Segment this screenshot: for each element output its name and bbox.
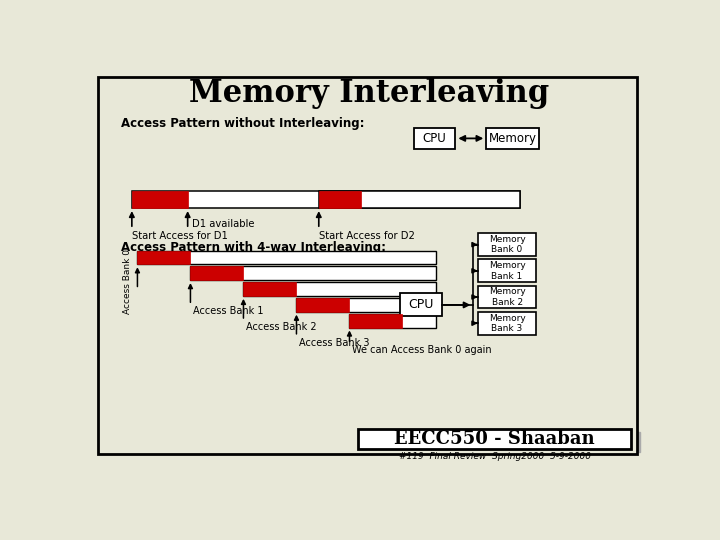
FancyBboxPatch shape: [486, 128, 539, 149]
FancyBboxPatch shape: [413, 128, 456, 149]
Text: Memory
Bank 2: Memory Bank 2: [489, 287, 526, 307]
FancyBboxPatch shape: [190, 266, 436, 280]
FancyBboxPatch shape: [349, 314, 402, 328]
Text: D1 available: D1 available: [192, 219, 255, 228]
FancyBboxPatch shape: [319, 191, 520, 208]
Text: We can Access Bank 0 again: We can Access Bank 0 again: [352, 346, 492, 355]
FancyBboxPatch shape: [349, 314, 436, 328]
Text: Memory Interleaving: Memory Interleaving: [189, 78, 549, 110]
FancyBboxPatch shape: [132, 191, 520, 208]
Text: Access Bank 3: Access Bank 3: [300, 338, 370, 348]
FancyBboxPatch shape: [478, 259, 536, 282]
FancyBboxPatch shape: [297, 298, 349, 312]
FancyBboxPatch shape: [400, 294, 441, 316]
Text: EECC550 - Shaaban: EECC550 - Shaaban: [395, 430, 595, 448]
Text: CPU: CPU: [408, 299, 433, 312]
FancyBboxPatch shape: [358, 429, 631, 449]
Text: Access Pattern without Interleaving:: Access Pattern without Interleaving:: [121, 117, 364, 130]
FancyBboxPatch shape: [99, 77, 637, 454]
FancyBboxPatch shape: [132, 191, 188, 208]
FancyBboxPatch shape: [478, 286, 536, 308]
FancyBboxPatch shape: [478, 233, 536, 256]
Text: Memory
Bank 0: Memory Bank 0: [489, 235, 526, 254]
Text: Start Access for D2: Start Access for D2: [319, 231, 415, 241]
Text: Access Bank 2: Access Bank 2: [246, 322, 317, 332]
Text: Access Bank 0: Access Bank 0: [123, 249, 132, 314]
Text: Memory
Bank 1: Memory Bank 1: [489, 261, 526, 280]
FancyBboxPatch shape: [319, 191, 361, 208]
FancyBboxPatch shape: [478, 312, 536, 335]
FancyBboxPatch shape: [138, 251, 436, 265]
Text: Access Pattern with 4-way Interleaving:: Access Pattern with 4-way Interleaving:: [121, 241, 386, 254]
Text: Access Bank 1: Access Bank 1: [193, 306, 264, 316]
Text: Memory: Memory: [489, 132, 536, 145]
FancyBboxPatch shape: [297, 298, 436, 312]
FancyBboxPatch shape: [190, 266, 243, 280]
Text: CPU: CPU: [423, 132, 446, 145]
FancyBboxPatch shape: [243, 282, 297, 296]
Text: #119  Final Review  Spring2000  5-9-2000: #119 Final Review Spring2000 5-9-2000: [399, 453, 590, 461]
FancyBboxPatch shape: [366, 433, 639, 453]
FancyBboxPatch shape: [243, 282, 436, 296]
Text: Memory
Bank 3: Memory Bank 3: [489, 314, 526, 333]
Text: Start Access for D1: Start Access for D1: [132, 231, 228, 241]
FancyBboxPatch shape: [138, 251, 190, 265]
